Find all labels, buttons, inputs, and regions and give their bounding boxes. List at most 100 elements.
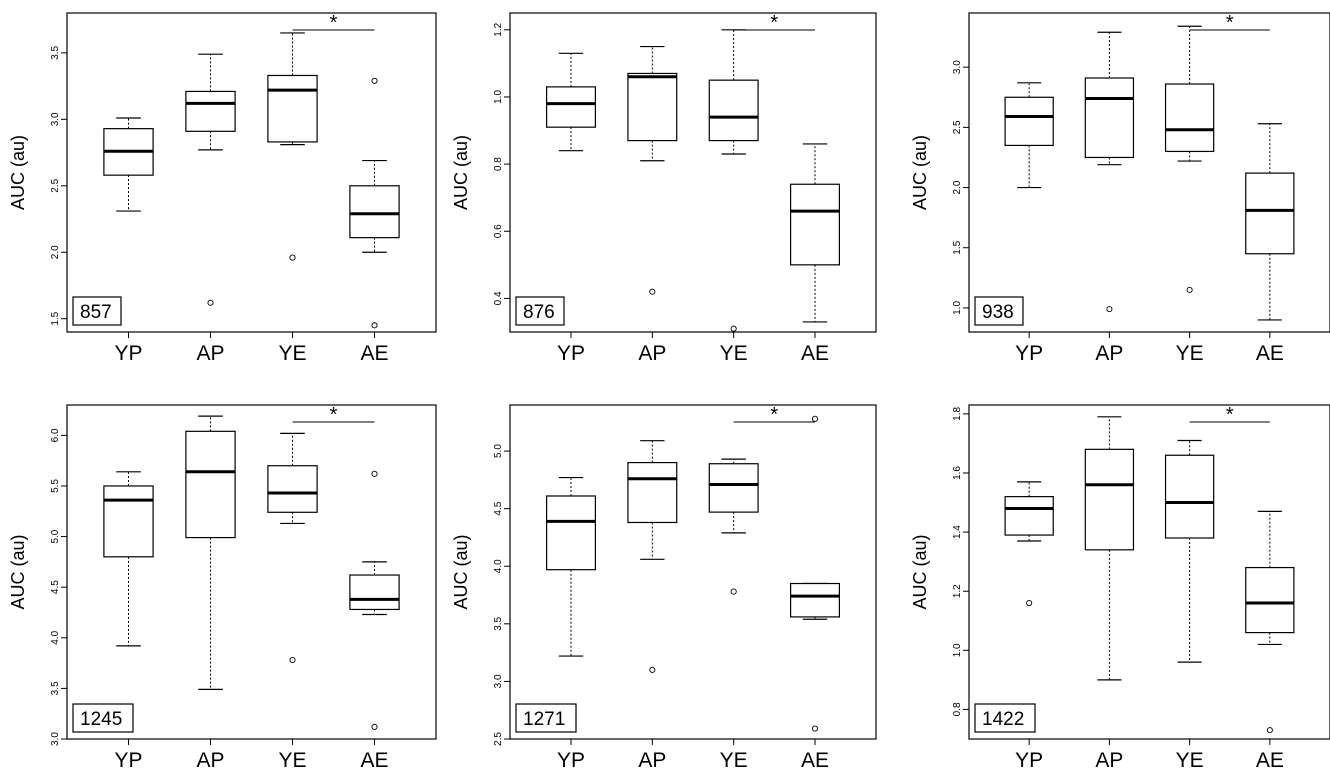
- boxplot-panel-1271: 2.5 3.0 3.5 4.0 4.5 5.0 AUC (au) YP AP YE AE * 1271: [451, 404, 877, 772]
- panel-label: 938: [982, 302, 1014, 323]
- x-tick-label-ae: AE: [801, 749, 829, 772]
- x-tick-label-ye: YE: [1176, 342, 1204, 365]
- y-tick-label: 3.0: [493, 674, 504, 688]
- y-tick-label: 2.5: [50, 178, 61, 192]
- y-tick-label: 2.5: [952, 120, 963, 134]
- box-ae: [349, 470, 400, 730]
- box-iqr: [349, 185, 400, 239]
- y-tick-label: 1.0: [952, 301, 963, 315]
- outlier-point: [811, 415, 819, 422]
- plot-frame: [968, 12, 1330, 333]
- y-axis-label: AUC (au): [8, 135, 28, 210]
- significance-marker: *: [1226, 404, 1234, 426]
- y-axis-label: AUC (au): [8, 534, 28, 609]
- x-tick-label-yp: YP: [557, 342, 585, 365]
- box-iqr: [349, 574, 400, 611]
- boxplot-panel-1245: 3.0 3.5 4.0 4.5 5.0 5.5 6.0 AUC (au) YP AP YE AE * 12…: [8, 404, 437, 772]
- x-tick-label-ae: AE: [360, 342, 388, 365]
- y-tick-label: 1.6: [952, 466, 963, 480]
- y-tick-label: 4.5: [50, 580, 61, 594]
- box-iqr: [267, 465, 318, 513]
- outlier-point: [371, 77, 378, 84]
- box-ye: [708, 29, 759, 332]
- x-tick-label-yp: YP: [1015, 342, 1043, 365]
- plot-frame: [509, 12, 877, 333]
- y-tick-label: 1.4: [952, 525, 963, 539]
- box-iqr: [627, 72, 678, 142]
- plot-frame: [66, 12, 437, 333]
- box-ye: [1164, 25, 1215, 293]
- outlier-point: [1266, 727, 1273, 734]
- box-yp: [545, 52, 596, 152]
- panel-label-box: [72, 703, 134, 733]
- x-tick-label-ye: YE: [278, 342, 306, 365]
- box-iqr: [708, 463, 759, 513]
- x-tick-label-ye: YE: [1176, 749, 1204, 772]
- y-tick-label: 1.8: [952, 406, 963, 420]
- x-tick-label-yp: YP: [1015, 749, 1043, 772]
- box-iqr: [267, 74, 318, 143]
- box-iqr: [1245, 566, 1295, 634]
- box-yp: [1004, 481, 1054, 607]
- box-iqr: [627, 461, 678, 524]
- box-ae: [1245, 510, 1295, 734]
- x-tick-label-ap: AP: [638, 749, 666, 772]
- x-tick-label-ap: AP: [1095, 749, 1123, 772]
- y-tick-label: 4.5: [493, 501, 504, 515]
- y-tick-label: 4.0: [493, 559, 504, 573]
- plot-frame: [968, 404, 1330, 740]
- box-iqr: [1084, 448, 1135, 551]
- panel-label-box: [515, 296, 565, 326]
- y-tick-label: 0.6: [493, 224, 504, 238]
- box-ap: [627, 440, 678, 673]
- y-tick-label: 1.5: [50, 311, 61, 325]
- panel-label: 857: [80, 302, 112, 323]
- panel-label: 876: [523, 302, 555, 323]
- plot-frame: [509, 404, 877, 740]
- y-tick-label: 5.5: [50, 479, 61, 493]
- x-tick-label-ae: AE: [801, 342, 829, 365]
- y-tick-label: 3.5: [493, 616, 504, 630]
- panel-label-box: [72, 296, 122, 326]
- box-iqr: [1164, 83, 1215, 153]
- y-axis-label: AUC (au): [451, 135, 471, 210]
- box-iqr: [708, 79, 759, 142]
- x-tick-label-yp: YP: [114, 749, 142, 772]
- y-tick-label: 2.0: [952, 180, 963, 194]
- plot-frame: [66, 404, 437, 740]
- outlier-point: [1186, 286, 1193, 293]
- x-tick-label-ye: YE: [278, 749, 306, 772]
- box-iqr: [185, 430, 236, 539]
- panel-label: 1422: [982, 709, 1024, 730]
- y-tick-label: 0.8: [952, 702, 963, 716]
- outlier-point: [1026, 599, 1033, 607]
- outlier-point: [371, 723, 378, 730]
- box-ae: [789, 415, 840, 732]
- box-ae: [349, 77, 400, 329]
- x-tick-label-ap: AP: [1095, 342, 1123, 365]
- x-tick-label-yp: YP: [114, 342, 142, 365]
- y-tick-label: 2.5: [493, 732, 504, 746]
- box-yp: [1004, 82, 1054, 189]
- y-axis-label: AUC (au): [910, 135, 930, 210]
- box-ye: [267, 32, 318, 261]
- significance-marker: *: [330, 12, 338, 34]
- box-ap: [1084, 416, 1135, 681]
- panel-label-box: [515, 703, 577, 733]
- x-tick-label-ye: YE: [720, 749, 748, 772]
- box-iqr: [545, 86, 596, 128]
- panel-label: 1271: [523, 709, 565, 730]
- y-tick-label: 1.5: [952, 240, 963, 254]
- outlier-point: [649, 288, 656, 295]
- significance-marker: *: [770, 404, 778, 426]
- panel-label: 1245: [80, 709, 122, 730]
- y-tick-label: 5.0: [50, 529, 61, 543]
- x-tick-label-ae: AE: [1256, 749, 1284, 772]
- x-tick-label-ap: AP: [196, 342, 224, 365]
- outlier-point: [730, 588, 737, 595]
- box-iqr: [789, 582, 840, 618]
- y-tick-label: 3.5: [50, 45, 61, 59]
- box-ap: [1084, 31, 1135, 313]
- box-ap: [627, 45, 678, 295]
- box-iqr: [1004, 96, 1054, 147]
